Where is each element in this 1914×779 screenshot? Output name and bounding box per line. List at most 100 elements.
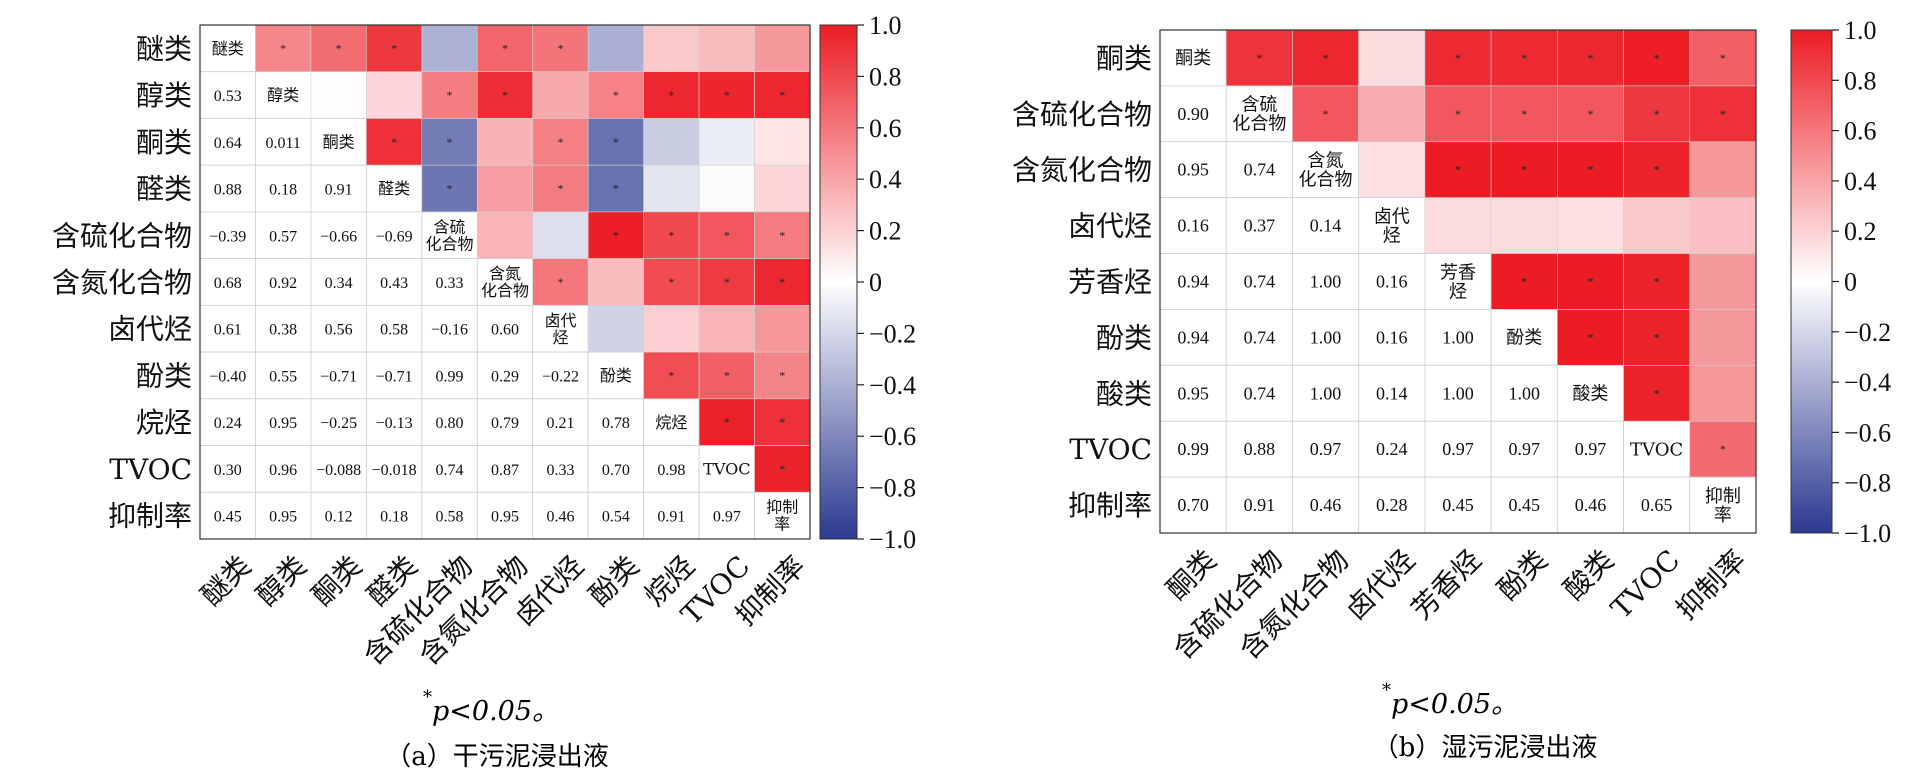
significance-mark: * bbox=[557, 41, 563, 55]
value-cell bbox=[255, 71, 312, 119]
significance-mark: * bbox=[724, 228, 730, 242]
value-cell bbox=[199, 211, 256, 260]
correlation-value: 0.64 bbox=[214, 135, 242, 152]
heat-cell bbox=[1358, 85, 1426, 143]
value-cell bbox=[199, 24, 256, 73]
significance-mark: * bbox=[1720, 442, 1726, 456]
colorbar-tick-label: 0.6 bbox=[1844, 117, 1877, 146]
significance-mark: * bbox=[668, 228, 674, 242]
row-label: TVOC bbox=[109, 453, 192, 486]
value-cell bbox=[255, 258, 312, 306]
note-b: p<0.05。 bbox=[1391, 689, 1518, 720]
heat-cell bbox=[1623, 365, 1691, 422]
correlation-value: 0.74 bbox=[436, 462, 464, 479]
significance-mark: * bbox=[1654, 51, 1660, 65]
heat-cell bbox=[698, 118, 755, 166]
significance-mark: * bbox=[1323, 107, 1329, 121]
row-label: 醚类 bbox=[136, 32, 192, 65]
heat-cell bbox=[754, 305, 811, 353]
correlation-value: 0.21 bbox=[546, 415, 574, 432]
correlation-value: 1.00 bbox=[1310, 383, 1342, 403]
correlation-value: 0.80 bbox=[436, 415, 464, 432]
correlation-value: 0.33 bbox=[546, 462, 574, 479]
row-label: 酚类 bbox=[1096, 321, 1152, 354]
colorbar-tick-label: 0.2 bbox=[1844, 217, 1877, 246]
value-cell bbox=[1225, 364, 1293, 422]
heat-cell bbox=[698, 305, 755, 353]
correlation-value: 1.00 bbox=[1442, 383, 1474, 403]
row-label: 含硫化合物 bbox=[1012, 98, 1152, 131]
heatmap-border bbox=[199, 24, 811, 540]
significance-mark: * bbox=[724, 88, 730, 102]
heat-cell bbox=[532, 258, 589, 306]
heat-cell bbox=[1623, 85, 1691, 143]
significance-mark: * bbox=[1654, 386, 1660, 400]
correlation-value: 0.60 bbox=[491, 322, 519, 339]
column-label: 卤代烃 bbox=[1339, 543, 1422, 626]
row-label: 酚类 bbox=[136, 359, 192, 392]
value-cell bbox=[1159, 476, 1227, 534]
row-label: 酸类 bbox=[1096, 377, 1152, 410]
diagonal-label: TVOC bbox=[1630, 439, 1683, 460]
significance-mark: * bbox=[724, 368, 730, 382]
heat-cell bbox=[587, 211, 644, 259]
significance-mark: * bbox=[1455, 163, 1461, 177]
significance-mark: * bbox=[779, 88, 785, 102]
correlation-value: 0.97 bbox=[1575, 439, 1607, 459]
heat-cell bbox=[1689, 253, 1757, 310]
value-cell bbox=[476, 258, 534, 306]
correlation-value: 0.74 bbox=[1244, 272, 1276, 292]
correlation-value: −0.25 bbox=[320, 415, 357, 432]
heat-cell bbox=[1424, 85, 1492, 143]
value-cell bbox=[421, 445, 478, 493]
significance-mark: * bbox=[1587, 330, 1593, 344]
correlation-value: 0.95 bbox=[269, 509, 297, 526]
value-cell bbox=[1358, 476, 1426, 534]
row-label: 含氮化合物 bbox=[1012, 154, 1152, 187]
heat-cell bbox=[1424, 197, 1492, 254]
row-label: 芳香烃 bbox=[1068, 266, 1152, 299]
significance-mark: * bbox=[779, 368, 785, 382]
value-cell bbox=[476, 351, 534, 400]
correlation-value: −0.40 bbox=[209, 368, 246, 385]
correlation-value: 0.70 bbox=[1177, 495, 1209, 515]
value-cell bbox=[643, 491, 700, 540]
heat-cell bbox=[421, 118, 478, 166]
row-label: 酮类 bbox=[136, 126, 192, 159]
significance-mark: * bbox=[1521, 51, 1527, 65]
colorbar-tick-label: −0.6 bbox=[1844, 418, 1891, 447]
heat-cell bbox=[1689, 197, 1757, 254]
heat-cell bbox=[255, 24, 312, 73]
value-cell bbox=[1225, 141, 1293, 199]
correlation-value: 1.00 bbox=[1442, 327, 1474, 347]
column-label: 芳香烃 bbox=[1405, 543, 1488, 626]
value-cell bbox=[532, 445, 589, 493]
row-label: 含氮化合物 bbox=[52, 266, 192, 299]
correlation-value: 0.29 bbox=[491, 368, 519, 385]
value-cell bbox=[365, 164, 423, 213]
value-cell bbox=[532, 398, 589, 446]
value-cell bbox=[1358, 309, 1426, 366]
diagonal-label: 含硫 bbox=[1241, 95, 1277, 116]
value-cell bbox=[1225, 476, 1293, 534]
heat-cell bbox=[1623, 309, 1691, 366]
diagonal-label: 化合物 bbox=[481, 281, 529, 300]
colorbar bbox=[1790, 29, 1833, 534]
significance-mark: * bbox=[1455, 51, 1461, 65]
value-cell bbox=[255, 491, 312, 540]
colorbar-tick-label: 0.4 bbox=[869, 165, 902, 194]
heat-cell bbox=[366, 118, 423, 166]
correlation-value: 0.87 bbox=[491, 462, 519, 479]
correlation-value: 0.74 bbox=[1244, 383, 1276, 403]
row-label: 卤代烃 bbox=[1068, 210, 1152, 243]
correlation-value: 0.45 bbox=[214, 509, 242, 526]
correlation-value: 0.12 bbox=[325, 509, 353, 526]
caption-a: （a）干污泥浸出液 bbox=[385, 742, 609, 772]
heat-cell bbox=[1292, 85, 1359, 143]
heat-cell bbox=[476, 164, 534, 213]
colorbar bbox=[819, 24, 858, 540]
value-cell bbox=[1292, 309, 1360, 366]
correlation-value: 0.95 bbox=[269, 415, 297, 432]
colorbar-tick-label: −0.4 bbox=[869, 371, 916, 400]
